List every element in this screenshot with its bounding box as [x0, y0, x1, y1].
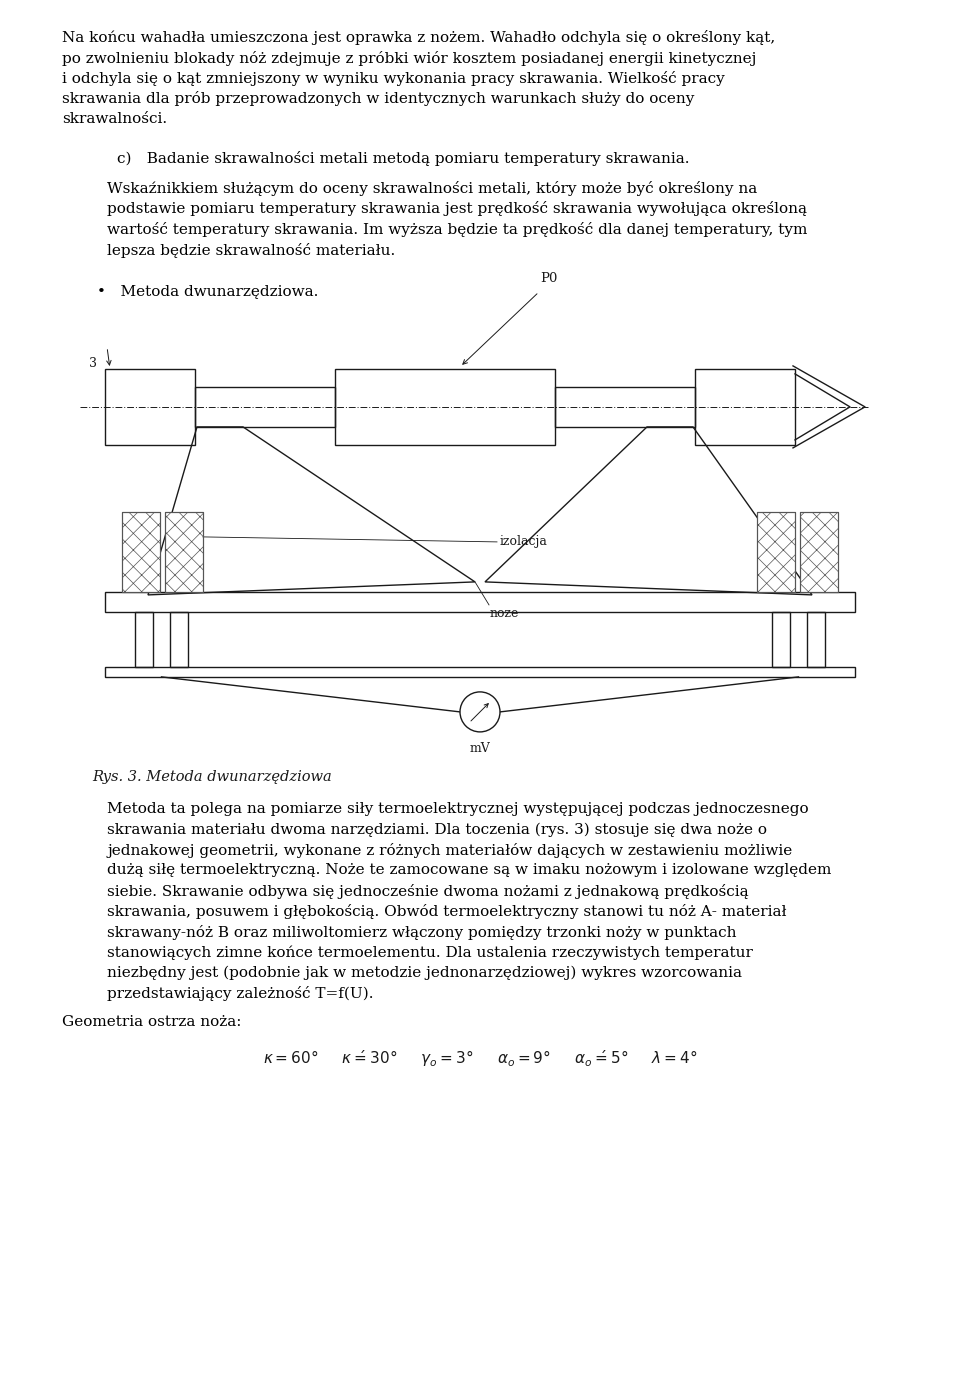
Text: Metoda ta polega na pomiarze siły termoelektrycznej występującej podczas jednocz: Metoda ta polega na pomiarze siły termoe…	[107, 801, 808, 815]
Text: Na końcu wahadła umieszczona jest oprawka z nożem. Wahadło odchyla się o określo: Na końcu wahadła umieszczona jest oprawk…	[62, 29, 776, 45]
Bar	[800, 512, 838, 592]
Text: po zwolnieniu blokady nóż zdejmuje z próbki wiór kosztem posiadanej energii kine: po zwolnieniu blokady nóż zdejmuje z pró…	[62, 50, 756, 66]
Text: mV: mV	[469, 741, 491, 755]
Text: skrawalności.: skrawalności.	[62, 112, 167, 126]
Text: Rys. 3. Metoda dwunarzędziowa: Rys. 3. Metoda dwunarzędziowa	[92, 771, 332, 785]
Text: •   Metoda dwunarzędziowa.: • Metoda dwunarzędziowa.	[97, 285, 319, 299]
Text: P0: P0	[540, 272, 558, 285]
Text: $\kappa = 60°$     $\kappa\'= 30°$     $\gamma_o = 3°$     $\alpha_o = 9°$     $: $\kappa = 60°$ $\kappa\'= 30°$ $\gamma_o…	[263, 1048, 697, 1068]
Text: siebie. Skrawanie odbywa się jednocześnie dwoma nożami z jednakową prędkością: siebie. Skrawanie odbywa się jednocześni…	[107, 884, 749, 899]
Text: c) Badanie skrawalności metali metodą pomiaru temperatury skrawania.: c) Badanie skrawalności metali metodą po…	[117, 151, 689, 166]
Text: przedstawiający zależność T=f(U).: przedstawiający zależność T=f(U).	[107, 987, 373, 1001]
Bar	[757, 512, 795, 592]
Bar	[122, 512, 160, 592]
Text: skrawania, posuwem i głębokością. Obwód termoelektryczny stanowi tu nóż A- mater: skrawania, posuwem i głębokością. Obwód …	[107, 905, 786, 920]
Text: wartość temperatury skrawania. Im wyższa będzie ta prędkość dla danej temperatur: wartość temperatury skrawania. Im wyższa…	[107, 222, 807, 237]
Text: podstawie pomiaru temperatury skrawania jest prędkość skrawania wywołująca okreś: podstawie pomiaru temperatury skrawania …	[107, 201, 807, 216]
Bar	[165, 512, 203, 592]
Text: niezbędny jest (podobnie jak w metodzie jednonarzędziowej) wykres wzorcowania: niezbędny jest (podobnie jak w metodzie …	[107, 966, 742, 980]
Text: izolacja: izolacja	[500, 536, 548, 549]
Text: stanowiących zimne końce termoelementu. Dla ustalenia rzeczywistych temperatur: stanowiących zimne końce termoelementu. …	[107, 945, 753, 960]
Text: i odchyla się o kąt zmniejszony w wyniku wykonania pracy skrawania. Wielkość pra: i odchyla się o kąt zmniejszony w wyniku…	[62, 71, 725, 87]
Bar	[165, 512, 203, 592]
Text: jednakowej geometrii, wykonane z różnych materiałów dających w zestawieniu możli: jednakowej geometrii, wykonane z różnych…	[107, 843, 792, 859]
Bar	[757, 512, 795, 592]
Text: noze: noze	[490, 607, 519, 620]
Bar	[122, 512, 160, 592]
Text: skrawany-nóż B oraz miliwoltomierz włączony pomiędzy trzonki noży w punktach: skrawany-nóż B oraz miliwoltomierz włącz…	[107, 926, 736, 940]
Circle shape	[460, 692, 500, 732]
Text: skrawania dla prób przeprowadzonych w identycznych warunkach służy do oceny: skrawania dla prób przeprowadzonych w id…	[62, 92, 694, 106]
Text: 3: 3	[89, 357, 97, 370]
Text: lepsza będzie skrawalność materiału.: lepsza będzie skrawalność materiału.	[107, 243, 396, 257]
Bar	[800, 512, 838, 592]
Text: skrawania materiału dwoma narzędziami. Dla toczenia (rys. 3) stosuje się dwa noż: skrawania materiału dwoma narzędziami. D…	[107, 822, 767, 836]
Text: Wskaźnikkiem służącym do oceny skrawalności metali, który może być określony na: Wskaźnikkiem służącym do oceny skrawalno…	[107, 181, 757, 195]
Text: Geometria ostrza noża:: Geometria ostrza noża:	[62, 1015, 242, 1029]
Text: dużą siłę termoelektryczną. Noże te zamocowane są w imaku nożowym i izolowane wz: dużą siłę termoelektryczną. Noże te zamo…	[107, 863, 831, 878]
